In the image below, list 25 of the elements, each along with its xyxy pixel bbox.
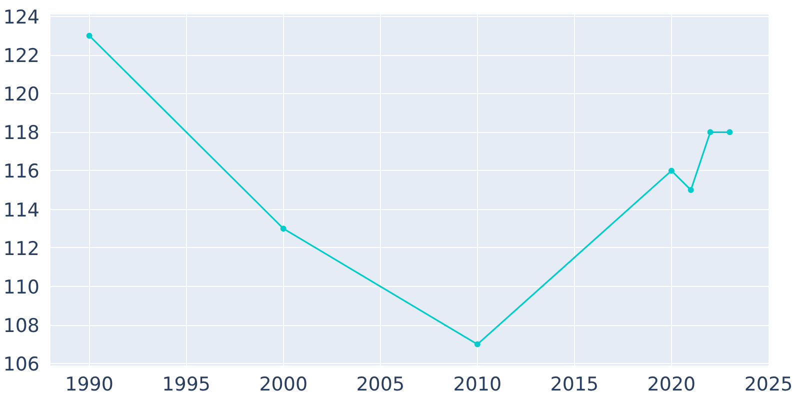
y-tick-label: 116	[3, 160, 40, 183]
y-tick-label: 124	[3, 6, 40, 28]
y-tick-label: 108	[3, 315, 40, 337]
y-tick-label: 112	[3, 238, 40, 260]
x-tick-label: 2005	[356, 374, 405, 396]
y-tick-label: 106	[3, 354, 40, 376]
x-tick-label: 1990	[65, 374, 114, 396]
point	[688, 187, 694, 193]
y-tick-label: 122	[3, 45, 40, 67]
x-tick-label: 1995	[162, 374, 211, 396]
point	[280, 226, 286, 232]
point	[726, 129, 733, 136]
point	[86, 32, 92, 39]
x-tick-label: 2010	[453, 374, 502, 396]
point	[707, 129, 714, 136]
y-tick-label: 118	[3, 122, 40, 144]
y-tick-label: 114	[3, 199, 40, 222]
point	[474, 341, 480, 348]
point	[668, 168, 674, 174]
x-tick-label: 2025	[744, 374, 793, 396]
x-tick-label: 2020	[647, 374, 696, 396]
x-tick-label: 2015	[550, 374, 599, 396]
y-tick-label: 120	[3, 84, 40, 106]
x-tick-label: 2000	[259, 374, 308, 396]
y-tick-label: 110	[3, 276, 40, 298]
